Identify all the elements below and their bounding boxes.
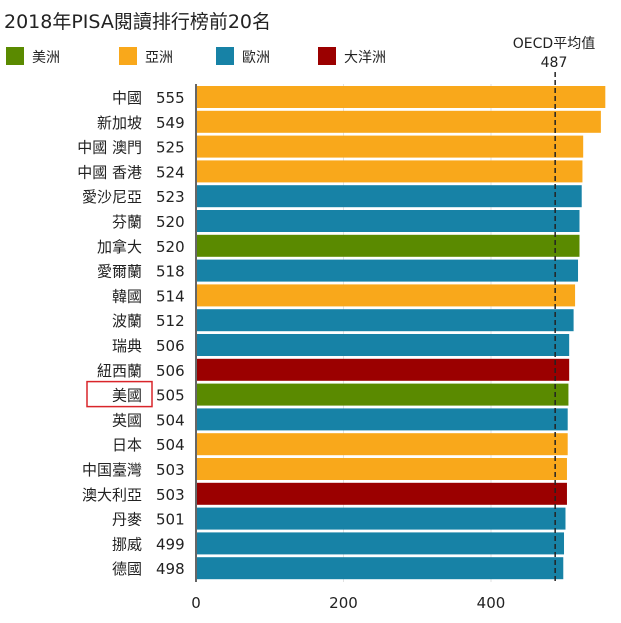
bar <box>197 135 584 158</box>
bar <box>197 557 564 580</box>
value-label: 525 <box>156 139 185 157</box>
value-label: 504 <box>156 436 185 454</box>
bar <box>197 259 579 282</box>
category-label: 瑞典 <box>112 337 142 355</box>
legend-label: 大洋洲 <box>344 50 386 66</box>
x-tick-label: 400 <box>477 594 506 612</box>
value-label: 506 <box>156 337 185 355</box>
category-label: 日本 <box>112 436 142 454</box>
bar <box>197 284 576 307</box>
bar <box>197 408 568 431</box>
value-label: 504 <box>156 411 185 429</box>
bar <box>197 86 606 108</box>
x-axis: 0 200 400 <box>191 84 505 612</box>
category-label: 愛爾蘭 <box>97 263 142 281</box>
bar <box>197 309 574 332</box>
value-label: 514 <box>156 287 185 305</box>
category-label: 中國 <box>112 89 142 107</box>
value-label: 520 <box>156 213 185 231</box>
value-label: 523 <box>156 188 185 206</box>
x-tick-label: 0 <box>191 594 201 612</box>
legend-swatch <box>216 47 234 65</box>
legend: 美洲 亞洲 歐洲 大洋洲 <box>6 47 386 66</box>
x-tick-label: 200 <box>329 594 358 612</box>
category-label: 挪威 <box>112 535 142 553</box>
legend-swatch <box>6 47 24 65</box>
category-label: 紐西蘭 <box>97 362 142 380</box>
value-label: 520 <box>156 238 185 256</box>
highlight-box <box>86 380 153 408</box>
bar <box>197 532 565 555</box>
reference-value: 487 <box>541 55 568 71</box>
category-label: 中國 香港 <box>77 163 142 181</box>
category-label: 新加坡 <box>97 114 142 132</box>
category-label: 中國 澳門 <box>77 139 142 157</box>
category-labels: 中國 555 新加坡 549 中國 澳門 525 中國 香港 524 愛沙尼亞 523 芬蘭 520 加… <box>77 89 184 578</box>
bar <box>197 185 582 208</box>
category-label: 波蘭 <box>112 312 142 330</box>
legend-swatch <box>318 47 336 65</box>
category-label: 澳大利亞 <box>82 486 142 504</box>
value-label: 524 <box>156 163 185 181</box>
bar <box>197 383 569 406</box>
bar <box>197 458 567 480</box>
category-label: 芬蘭 <box>112 213 142 231</box>
bar <box>197 507 566 530</box>
category-label: 美國 <box>112 387 142 405</box>
oecd-reference: OECD平均值 487 <box>513 36 595 582</box>
value-label: 549 <box>156 114 185 132</box>
legend-swatch <box>119 47 137 65</box>
bar <box>197 234 580 257</box>
value-label: 499 <box>156 535 185 553</box>
bar <box>197 358 570 381</box>
reference-label: OECD平均值 <box>513 36 595 52</box>
value-label: 505 <box>156 387 185 405</box>
value-label: 503 <box>156 486 185 504</box>
bar <box>197 110 601 133</box>
category-label: 加拿大 <box>97 238 142 256</box>
value-label: 503 <box>156 461 185 479</box>
bars <box>197 86 606 580</box>
bar <box>197 160 583 183</box>
legend-label: 亞洲 <box>145 50 173 66</box>
grid <box>343 84 492 582</box>
category-label: 德國 <box>112 560 142 578</box>
legend-label: 歐洲 <box>242 50 270 66</box>
legend-label: 美洲 <box>32 50 60 66</box>
value-label: 518 <box>156 263 185 281</box>
value-label: 512 <box>156 312 185 330</box>
value-label: 501 <box>156 511 185 529</box>
category-label: 愛沙尼亞 <box>82 188 142 206</box>
category-label: 韓國 <box>112 287 142 305</box>
category-label: 中国臺灣 <box>82 461 142 479</box>
category-label: 英國 <box>112 411 142 429</box>
bar <box>197 210 580 232</box>
chart-title: 2018年PISA閱讀排行榜前20名 <box>4 11 271 33</box>
value-label: 498 <box>156 560 185 578</box>
bar <box>197 482 567 505</box>
value-label: 506 <box>156 362 185 380</box>
bar <box>197 334 570 356</box>
value-label: 555 <box>156 89 185 107</box>
bar <box>197 433 568 456</box>
category-label: 丹麥 <box>112 511 142 529</box>
